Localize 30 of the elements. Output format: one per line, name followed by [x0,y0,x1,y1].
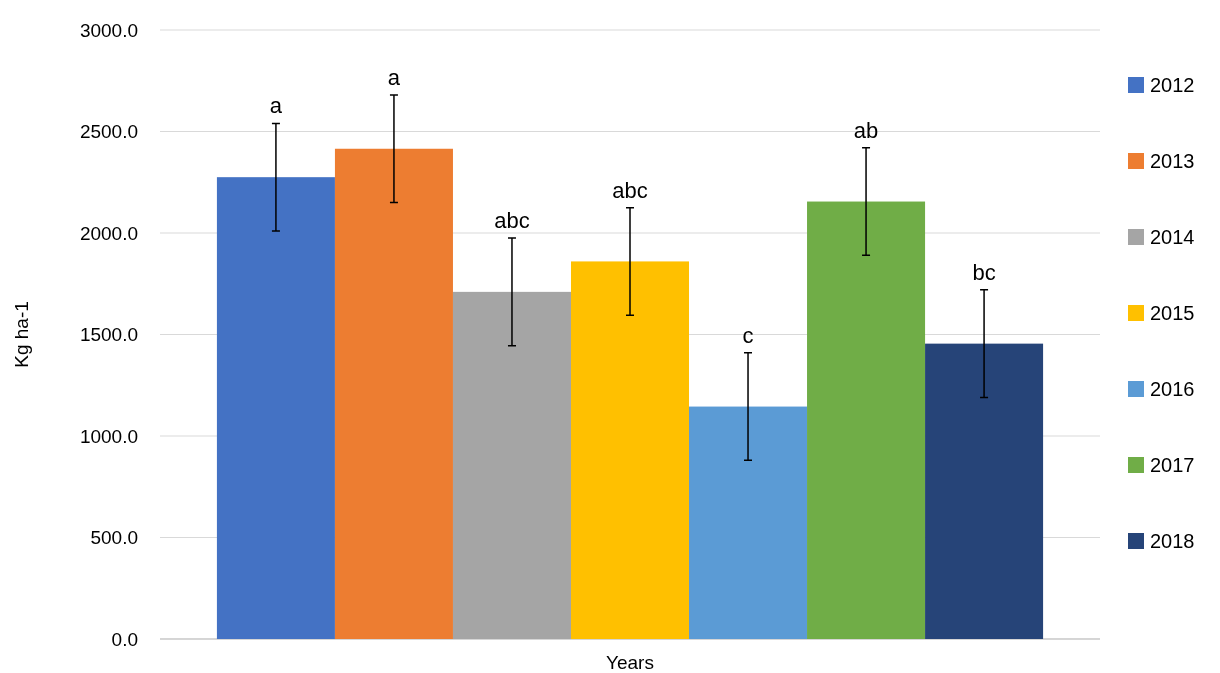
y-tick-label: 1500.0 [79,324,138,346]
legend-label: 2016 [1150,378,1195,400]
bar [689,406,808,639]
bar [216,177,335,639]
y-tick-label: 3000.0 [79,19,138,41]
data-label: c [742,322,754,348]
y-tick-label: 2500.0 [79,121,138,143]
legend-label: 2012 [1150,74,1195,96]
bar [334,148,453,639]
legend-label: 2015 [1150,302,1195,324]
data-label: ab [853,117,879,143]
data-label: a [269,93,283,119]
bar [925,343,1044,639]
y-tick-label: 1000.0 [79,425,138,447]
y-axis-title: Kg ha-1 [11,301,32,368]
y-tick-label: 500.0 [90,527,138,549]
y-tick-label: 0.0 [111,628,138,650]
legend-label: 2013 [1150,150,1195,172]
bar [807,201,926,639]
data-label: abc [612,177,648,203]
data-label: abc [494,208,530,234]
y-tick-label: 2000.0 [79,222,138,244]
legend-label: 2014 [1150,226,1195,248]
bar [570,261,690,639]
data-label: a [387,64,401,90]
legend-label: 2017 [1150,454,1195,476]
bar [452,291,571,639]
legend-label: 2018 [1150,530,1195,552]
x-axis-title: Years [606,652,654,673]
data-label: bc [972,259,996,285]
